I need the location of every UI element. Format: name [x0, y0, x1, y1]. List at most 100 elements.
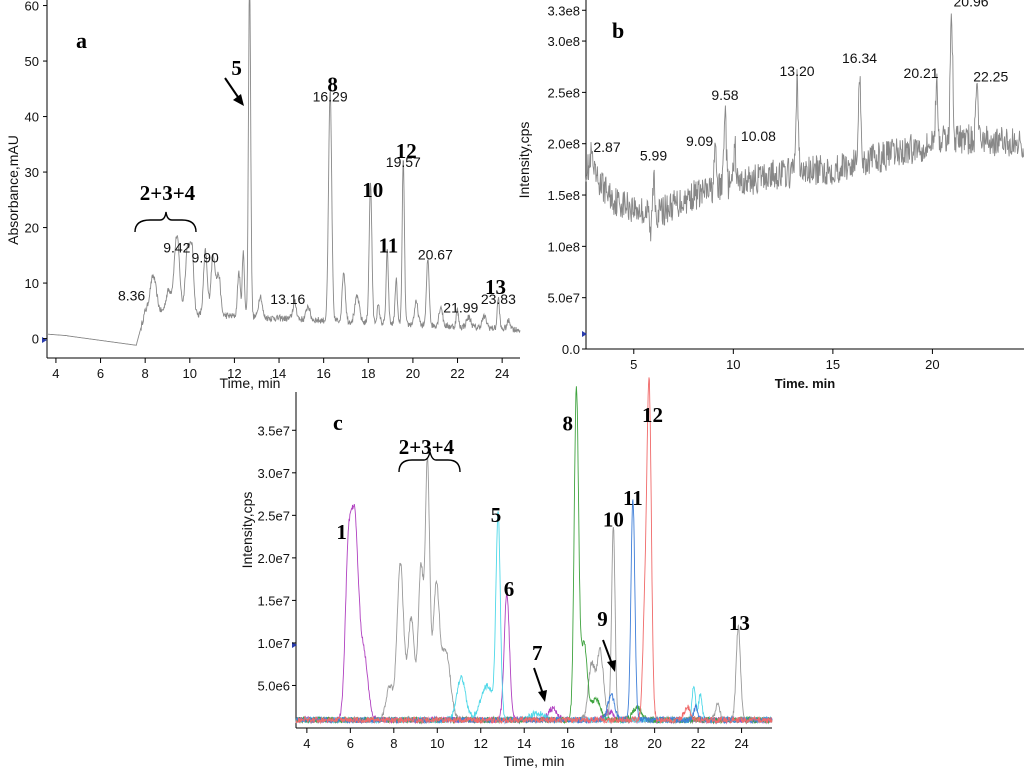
panel-c-y-tick-label: 2.0e7	[257, 551, 290, 566]
panel-c-y-tick-label: 1.5e7	[257, 593, 290, 608]
panel-c-series-trace	[295, 499, 773, 725]
panel-b-peak-label: 5.99	[640, 147, 667, 163]
panel-b-peak-label: 2.87	[593, 139, 620, 155]
panel-a-y-tick-label: 50	[25, 54, 39, 69]
panel-a-arrow-5	[224, 77, 241, 101]
panel-c-compound-label: 9	[597, 607, 608, 631]
panel-c-bracket	[398, 451, 461, 473]
panel-b-y-tick-label: 3.3e8	[547, 3, 580, 18]
panel-a-bracket	[134, 211, 197, 233]
panel-b-trace	[585, 13, 1024, 242]
panel-b-x-tick-label: 10	[726, 357, 740, 372]
panel-a-y-axis-label: Absorbance,mAU	[5, 135, 21, 245]
panel-a-compound-label: 5	[231, 56, 242, 80]
panel-c-series-trace	[295, 511, 773, 725]
panel-c-compound-label: 7	[532, 641, 543, 665]
panel-b-y-tick-label: 5.0e7	[547, 291, 580, 306]
panel-c-y-tick-label: 5.0e6	[257, 678, 290, 693]
panel-c-series-trace	[295, 503, 773, 725]
panel-c-x-tick-label: 18	[604, 736, 618, 751]
panel-a-peak-label: 23.83	[481, 291, 516, 307]
panel-c-y-tick-label: 2.5e7	[257, 508, 290, 523]
panel-c-compound-label: 10	[603, 507, 624, 531]
panel-c: c 4 6 8 10 12 14 16 18 20 22 24 5.0e61.0e71.5e72.0…	[239, 377, 773, 769]
panel-a-compound-label: 12	[396, 139, 417, 163]
panel-a-axis-marker	[42, 337, 47, 343]
panel-a-y-tick-label: 0	[32, 332, 39, 347]
panel-b-y-tick-label: 2.0e8	[547, 137, 580, 152]
panel-a-x-tick-label: 8	[142, 366, 149, 381]
panel-a-compound-label: 13	[485, 275, 506, 299]
panel-c-compound-label: 1	[336, 520, 347, 544]
panel-a-x-tick-label: 20	[406, 366, 420, 381]
panel-a-trace	[46, 0, 521, 346]
panel-a-peak-labels: 8.36 9.429.90 12.68 13.16 16.29 19.57 20.67 21.…	[118, 0, 516, 315]
panel-c-y-ticks: 5.0e6 1.0e7 1.5e7 2.0e7 2.5e7 3.0e7 3.5e7	[257, 423, 296, 693]
panel-c-compound-label: 13	[729, 611, 750, 635]
panel-c-y-axis-label: Intensity,cps	[239, 492, 255, 569]
panel-b-peak-label: 10.08	[741, 128, 776, 144]
panel-c-compound-label: 5	[491, 503, 502, 527]
panel-a-peak-label: 9.90	[192, 249, 219, 265]
panel-b-y-tick-label: 1.0e8	[547, 239, 580, 254]
panel-c-compound-label: 6	[504, 577, 515, 601]
panel-a-compound-label: 8	[327, 73, 338, 97]
panel-a: a 4 6 8 10 12 14 16 18 20 22 24 0 10 20 30 40 50 60 Time…	[5, 0, 521, 391]
panel-a-x-tick-label: 14	[272, 366, 286, 381]
panel-b-y-tick-label: 2.5e8	[547, 85, 580, 100]
panel-c-x-tick-label: 22	[691, 736, 705, 751]
panel-a-y-tick-label: 20	[25, 221, 39, 236]
panel-c-x-tick-label: 20	[647, 736, 661, 751]
panel-c-arrowhead-9	[607, 660, 616, 672]
panel-a-peak-label: 12.68	[232, 0, 267, 2]
panel-c-x-tick-label: 8	[390, 736, 397, 751]
panel-b-x-tick-label: 20	[925, 357, 939, 372]
panel-c-y-tick-label: 1.0e7	[257, 636, 290, 651]
panel-b-peak-label: 9.58	[711, 87, 738, 103]
panel-b-x-tick-label: 5	[630, 357, 637, 372]
panel-a-x-tick-label: 18	[361, 366, 375, 381]
panel-c-x-tick-label: 4	[303, 736, 310, 751]
panel-c-label: c	[333, 410, 343, 435]
panel-c-arrowhead-7	[538, 690, 547, 702]
panel-c-compound-label: 11	[623, 486, 643, 510]
panel-a-label: a	[76, 28, 87, 53]
panel-b-x-axis-label: Time. min	[775, 376, 836, 391]
panel-a-peak-label: 9.42	[163, 239, 190, 255]
panel-c-y-tick-label: 3.0e7	[257, 466, 290, 481]
panel-a-y-tick-label: 40	[25, 110, 39, 125]
panel-a-x-axis-label: Time, min	[220, 375, 281, 391]
panel-c-x-tick-label: 16	[560, 736, 574, 751]
panel-c-x-axis-label: Time, min	[504, 753, 565, 769]
panel-a-peak-label: 20.67	[418, 247, 453, 263]
panel-c-axis-marker	[292, 642, 297, 648]
panel-a-peak-label: 21.99	[443, 299, 478, 315]
panel-c-x-tick-label: 10	[430, 736, 444, 751]
panel-a-y-tick-label: 60	[25, 0, 39, 14]
panel-c-traces	[295, 377, 773, 725]
panel-a-peak-label: 16.29	[313, 88, 348, 104]
panel-a-x-tick-label: 6	[97, 366, 104, 381]
panel-a-arrowhead-5	[233, 94, 244, 106]
panel-c-x-tick-label: 6	[347, 736, 354, 751]
panel-b-peak-label: 20.96	[954, 0, 989, 9]
panel-b-peak-label: 9.09	[686, 133, 713, 149]
panel-a-x-ticks: 4 6 8 10 12 14 16 18 20 22 24	[52, 358, 509, 381]
panel-b-peak-label: 22.25	[973, 68, 1008, 84]
panel-b-x-ticks: 5 10 15 20	[630, 349, 940, 372]
panel-b-axis-marker	[582, 331, 587, 337]
panel-a-y-tick-label: 30	[25, 165, 39, 180]
panel-b-y-tick-label: 0.0	[562, 342, 580, 357]
panel-c-x-tick-label: 14	[517, 736, 531, 751]
panel-c-series-trace	[295, 377, 773, 725]
panel-b-peak-label: 16.34	[842, 50, 877, 66]
panel-b-peak-label: 20.21	[904, 65, 939, 81]
panel-a-x-tick-label: 22	[450, 366, 464, 381]
panel-a-compound-label: 10	[362, 178, 383, 202]
panel-c-arrow-9	[602, 639, 613, 665]
panel-b-y-axis-label: Intensity,cps	[516, 122, 532, 199]
panel-c-x-tick-label: 12	[474, 736, 488, 751]
panel-c-compound-label: 12	[642, 403, 663, 427]
